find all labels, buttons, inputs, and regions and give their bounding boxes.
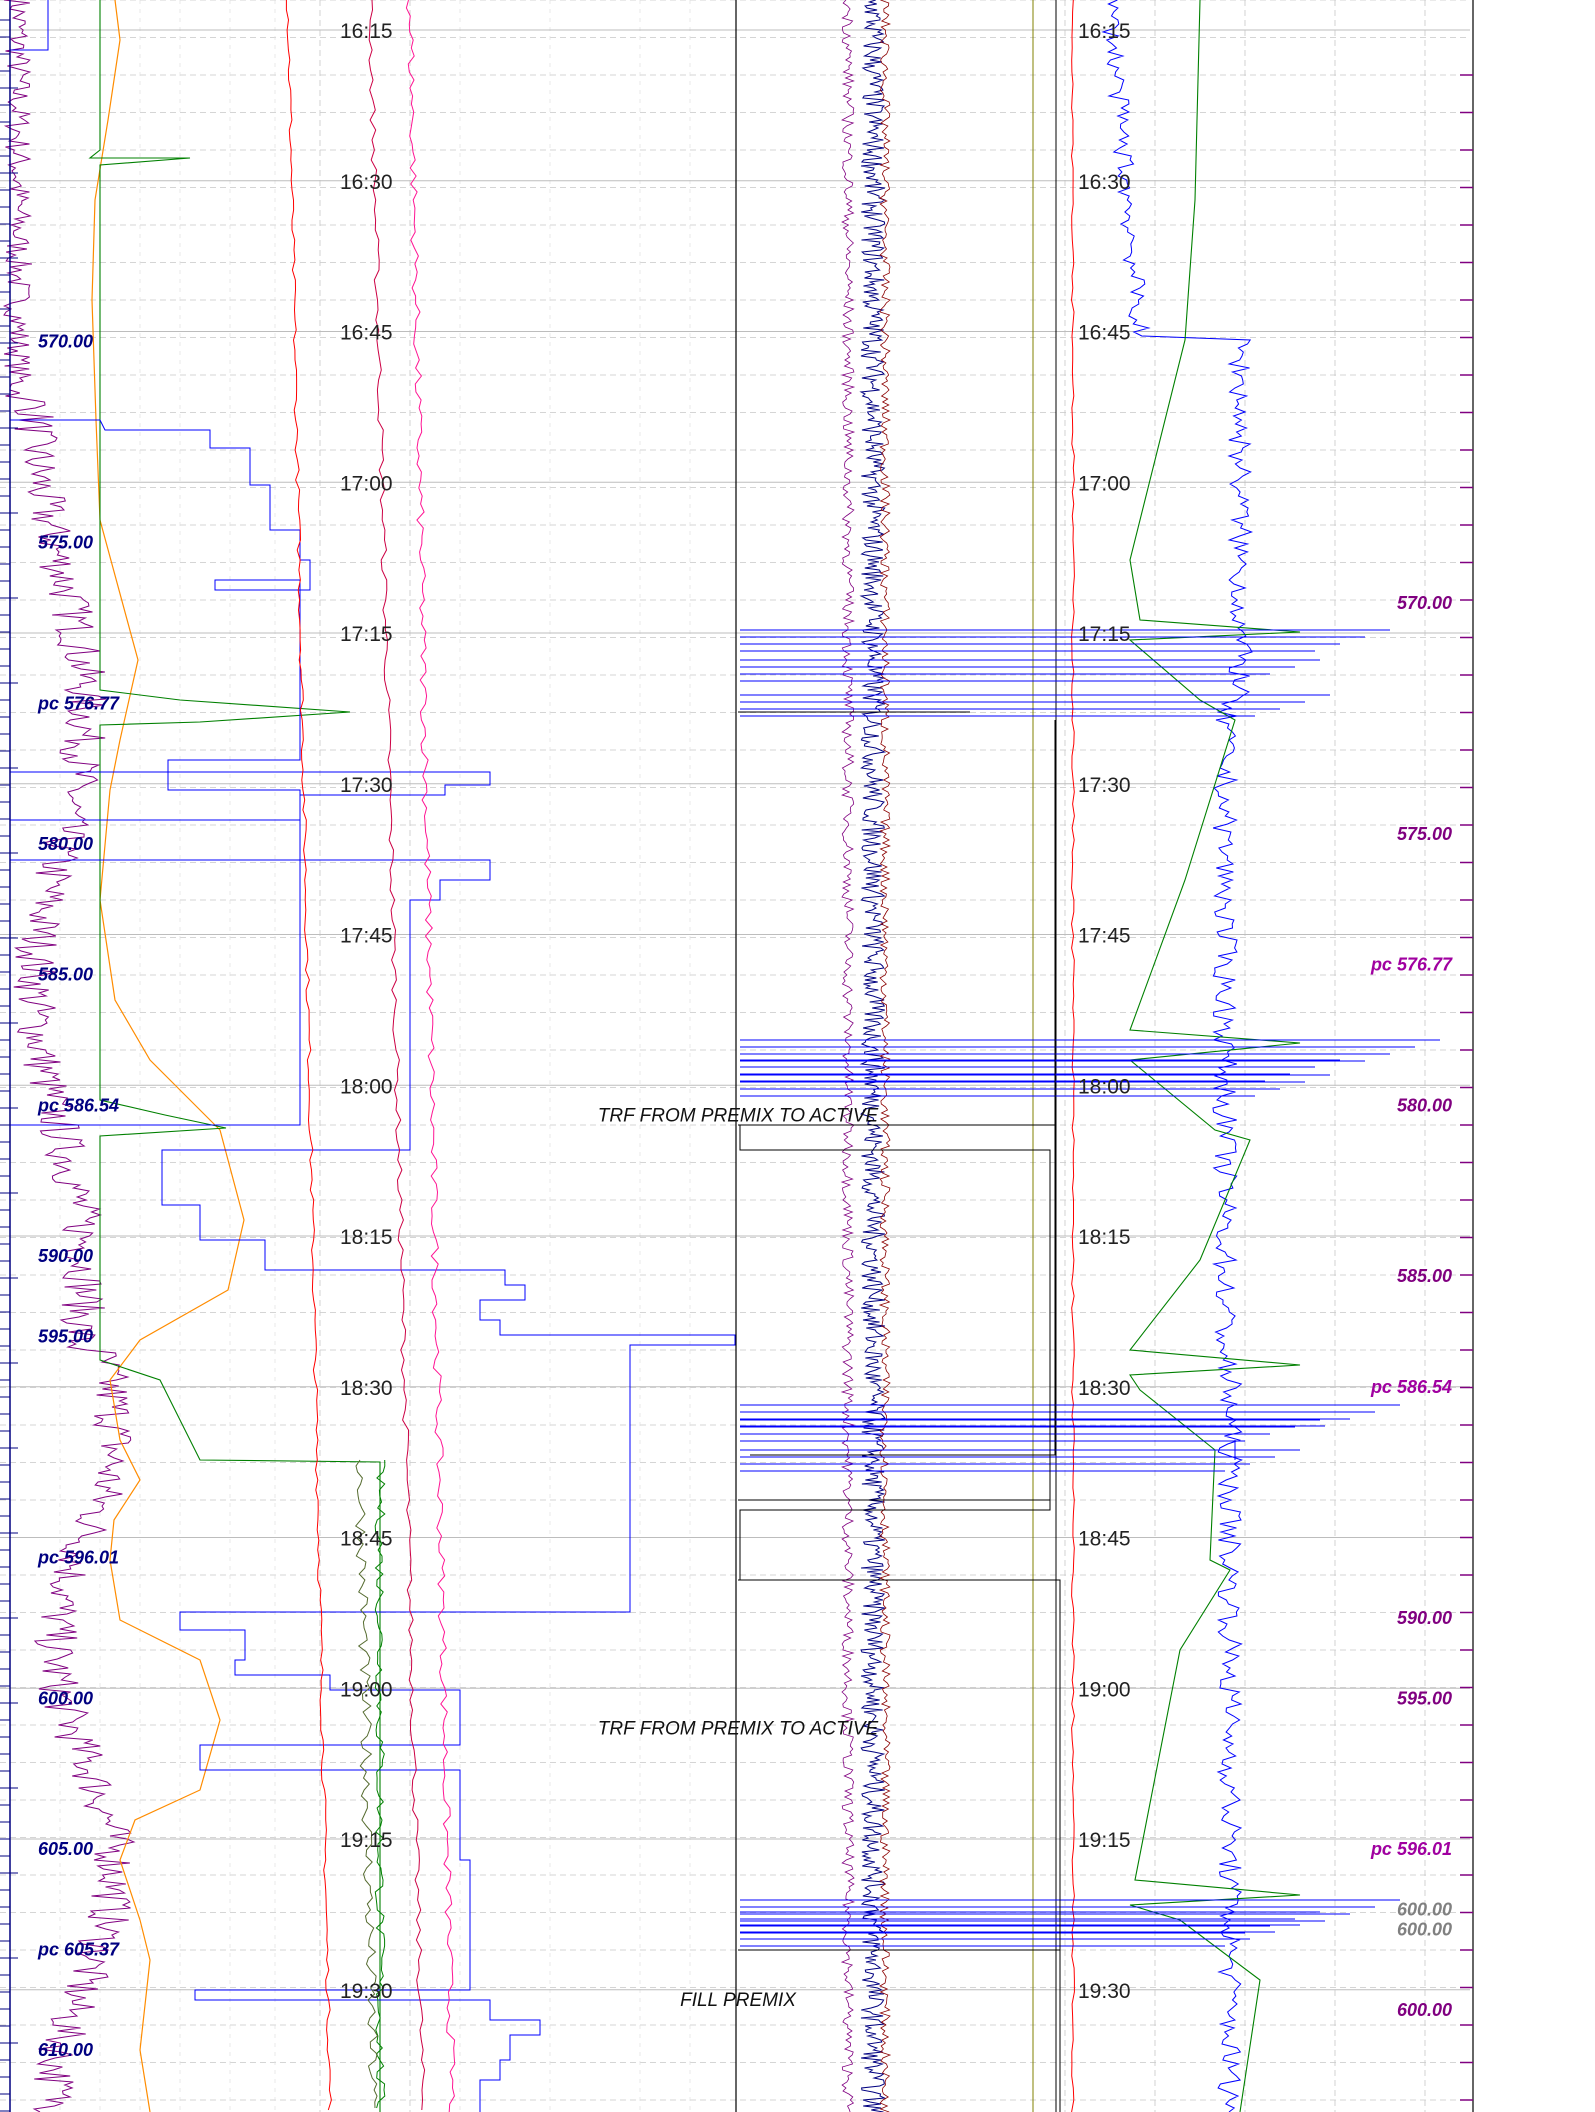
time-label-right: 18:30 (1078, 1377, 1131, 1400)
trace-orange-left (91, 0, 245, 2112)
log-annotation: FILL PREMIX (680, 1990, 797, 2011)
time-label-left: 17:45 (340, 925, 393, 948)
trace-maroon-center (878, 0, 892, 2112)
left-depth-label: 570.00 (38, 332, 93, 352)
time-label-left: 19:30 (340, 1980, 393, 2003)
right-depth-label: 600.00 (1397, 1899, 1452, 1919)
time-label-left: 17:00 (340, 472, 393, 495)
trace-olive-jitter-left (354, 1459, 379, 2109)
time-label-right: 18:45 (1078, 1528, 1131, 1551)
right-depth-label: 595.00 (1397, 1688, 1452, 1708)
time-label-left: 18:45 (340, 1528, 393, 1551)
trace-green-left (88, 0, 381, 2112)
time-label-right: 16:15 (1078, 20, 1131, 43)
time-label-right: 17:15 (1078, 623, 1131, 646)
trace-pink-left (405, 0, 456, 2112)
right-depth-label: 590.00 (1397, 1608, 1452, 1628)
time-label-left: 18:30 (340, 1377, 393, 1400)
left-depth-label: 600.00 (38, 1688, 93, 1708)
right-depth-label: 580.00 (1397, 1095, 1452, 1115)
trace-black-loop-right (750, 720, 1056, 1456)
right-depth-label: 600.00 (1397, 1919, 1452, 1939)
time-label-right: 17:45 (1078, 925, 1131, 948)
time-label-left: 16:45 (340, 322, 393, 345)
right-depth-label: 575.00 (1397, 824, 1452, 844)
right-depth-label: 570.00 (1397, 593, 1452, 613)
trace-purple-center (840, 0, 856, 2112)
trace-purple-left (3, 0, 136, 2112)
frame-layer (0, 0, 1474, 2112)
time-label-right: 19:30 (1078, 1980, 1131, 2003)
left-depth-label: pc 596.01 (37, 1548, 119, 1568)
time-label-left: 17:15 (340, 623, 393, 646)
time-label-left: 16:15 (340, 20, 393, 43)
trace-red-left (285, 0, 332, 2111)
time-label-right: 19:00 (1078, 1678, 1131, 1701)
time-label-right: 17:30 (1078, 774, 1131, 797)
trace-blue-right (1101, 0, 1254, 2112)
time-label-right: 17:00 (1078, 472, 1131, 495)
right-depth-label: 600.00 (1397, 2000, 1452, 2020)
trace-red-right (1070, 0, 1075, 2112)
trace-green-right (1128, 0, 1301, 2112)
trace-black-step-right (739, 1125, 1061, 2112)
left-depth-label: pc 586.54 (37, 1095, 119, 1115)
trace-blue-step-left (9, 0, 736, 2112)
left-depth-label: 605.00 (38, 1839, 93, 1859)
left-depth-label: 575.00 (38, 533, 93, 553)
right-depth-label: pc 586.54 (1370, 1377, 1452, 1397)
label-layer: 16:15 16:15 16:30 16:30 16:45 16:45 17:00 17:00… (37, 20, 1453, 2060)
right-depth-label: pc 576.77 (1370, 955, 1453, 975)
left-depth-label: pc 576.77 (37, 693, 120, 713)
trace-green-jitter-left (374, 1459, 386, 2109)
time-label-right: 18:15 (1078, 1226, 1131, 1249)
time-label-right: 16:30 (1078, 171, 1131, 194)
left-depth-label: 590.00 (38, 1246, 93, 1266)
time-label-left: 19:15 (340, 1829, 393, 1852)
left-depth-label: pc 605.37 (37, 1940, 120, 1960)
time-label-right: 19:15 (1078, 1829, 1131, 1852)
left-depth-label: 580.00 (38, 834, 93, 854)
time-label-right: 16:45 (1078, 322, 1131, 345)
grid-layer (0, 0, 1470, 2112)
left-depth-label: 610.00 (38, 2040, 93, 2060)
right-depth-label: pc 596.01 (1370, 1839, 1452, 1859)
time-label-left: 19:00 (340, 1678, 393, 1701)
log-annotation: TRF FROM PREMIX TO ACTIVE (598, 1718, 879, 1739)
time-label-left: 17:30 (340, 774, 393, 797)
left-depth-label: 595.00 (38, 1327, 93, 1347)
time-label-right: 18:00 (1078, 1075, 1131, 1098)
time-label-left: 18:15 (340, 1226, 393, 1249)
time-label-left: 16:30 (340, 171, 393, 194)
time-label-left: 18:00 (340, 1075, 393, 1098)
trace-layer (3, 0, 1440, 2112)
right-depth-label: 585.00 (1397, 1266, 1452, 1286)
trace-crimson-left (368, 0, 426, 2111)
log-annotation: TRF FROM PREMIX TO ACTIVE (598, 1105, 879, 1126)
left-depth-label: 585.00 (38, 965, 93, 985)
